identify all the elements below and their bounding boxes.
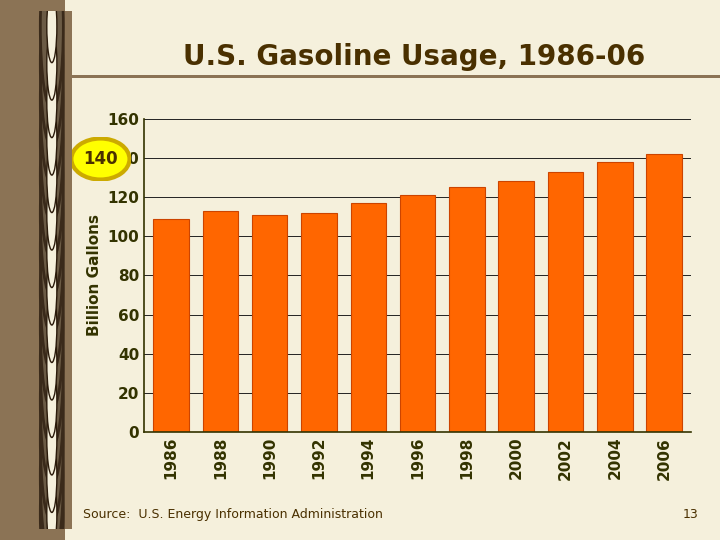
Circle shape	[40, 168, 63, 334]
Circle shape	[47, 0, 57, 63]
Circle shape	[47, 290, 57, 362]
Circle shape	[40, 93, 63, 259]
Text: 140: 140	[83, 150, 118, 168]
Circle shape	[47, 440, 57, 512]
Bar	[351, 203, 386, 432]
Circle shape	[40, 56, 63, 222]
Y-axis label: Billion Gallons: Billion Gallons	[86, 214, 102, 336]
Circle shape	[47, 327, 57, 400]
Bar	[400, 195, 436, 432]
Circle shape	[40, 356, 63, 522]
Circle shape	[40, 244, 63, 409]
Circle shape	[40, 318, 63, 484]
Circle shape	[40, 206, 63, 372]
Circle shape	[40, 0, 63, 109]
Bar	[498, 181, 534, 432]
Circle shape	[40, 431, 63, 540]
Circle shape	[40, 393, 63, 540]
Circle shape	[40, 18, 63, 184]
Bar	[449, 187, 485, 432]
Circle shape	[47, 178, 57, 250]
Circle shape	[47, 215, 57, 287]
Bar	[301, 213, 337, 432]
Bar	[153, 219, 189, 432]
Text: Source:  U.S. Energy Information Administration: Source: U.S. Energy Information Administ…	[83, 508, 382, 521]
Circle shape	[40, 281, 63, 447]
Circle shape	[47, 253, 57, 325]
Bar	[597, 162, 633, 432]
Circle shape	[47, 477, 57, 540]
Bar	[647, 154, 682, 432]
Text: 13: 13	[683, 508, 698, 521]
Circle shape	[47, 140, 57, 213]
Ellipse shape	[71, 138, 130, 179]
Circle shape	[47, 28, 57, 100]
Circle shape	[40, 0, 63, 147]
Bar	[548, 172, 583, 432]
Circle shape	[40, 131, 63, 296]
Bar	[202, 211, 238, 432]
Circle shape	[47, 365, 57, 437]
Circle shape	[47, 65, 57, 138]
Circle shape	[47, 402, 57, 475]
Bar	[252, 215, 287, 432]
Circle shape	[47, 103, 57, 175]
Text: U.S. Gasoline Usage, 1986-06: U.S. Gasoline Usage, 1986-06	[183, 43, 645, 71]
